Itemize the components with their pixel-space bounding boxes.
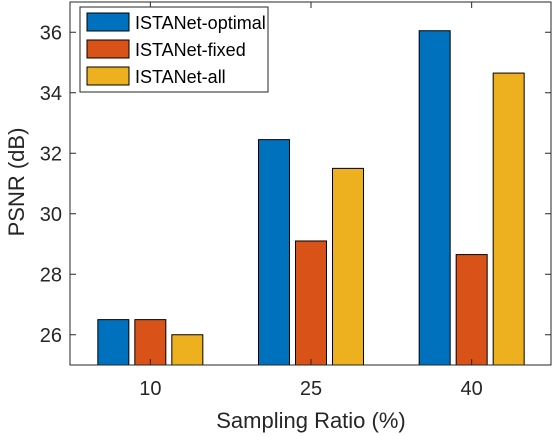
bar-istanet-all-10	[171, 334, 204, 366]
x-axis-title: Sampling Ratio (%)	[216, 408, 406, 433]
legend-swatch	[86, 12, 130, 32]
bar-istanet-all-40	[492, 72, 525, 366]
bar-istanet-all-25	[332, 167, 364, 366]
y-tick-label: 28	[40, 264, 62, 286]
y-tick-label: 32	[40, 143, 62, 165]
bar-istanet-optimal-40	[418, 30, 451, 366]
bar-istanet-fixed-25	[295, 240, 327, 366]
y-tick-label: 30	[40, 204, 62, 226]
x-tick-label: 40	[461, 378, 483, 400]
y-axis-title: PSNR (dB)	[4, 128, 29, 237]
y-tick-label: 26	[40, 325, 62, 347]
y-tick-label: 36	[40, 22, 62, 44]
bar-istanet-fixed-10	[134, 319, 167, 366]
legend: ISTANet-optimal ISTANet-fixed ISTANet-all	[79, 6, 269, 93]
y-tick-label: 34	[40, 83, 62, 105]
y-ticks-group: 26 28 30 32 34 36	[40, 22, 551, 347]
legend-swatch	[86, 39, 130, 59]
x-tick-label: 25	[300, 378, 322, 400]
legend-label: ISTANet-optimal	[135, 13, 266, 33]
legend-label: ISTANet-fixed	[135, 40, 246, 60]
legend-label: ISTANet-all	[135, 67, 226, 87]
bar-istanet-fixed-40	[455, 254, 488, 366]
bar-istanet-optimal-10	[97, 319, 130, 366]
bar-istanet-optimal-25	[258, 139, 290, 366]
x-tick-label: 10	[139, 378, 161, 400]
x-ticks-group: 10 25 40	[139, 2, 483, 400]
legend-swatch	[86, 66, 130, 86]
